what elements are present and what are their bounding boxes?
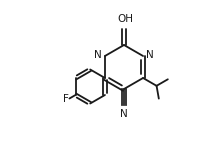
Text: OH: OH (117, 14, 133, 24)
Text: F: F (62, 93, 68, 104)
Text: N: N (146, 50, 154, 60)
Text: N: N (120, 109, 128, 119)
Text: N: N (94, 50, 102, 60)
